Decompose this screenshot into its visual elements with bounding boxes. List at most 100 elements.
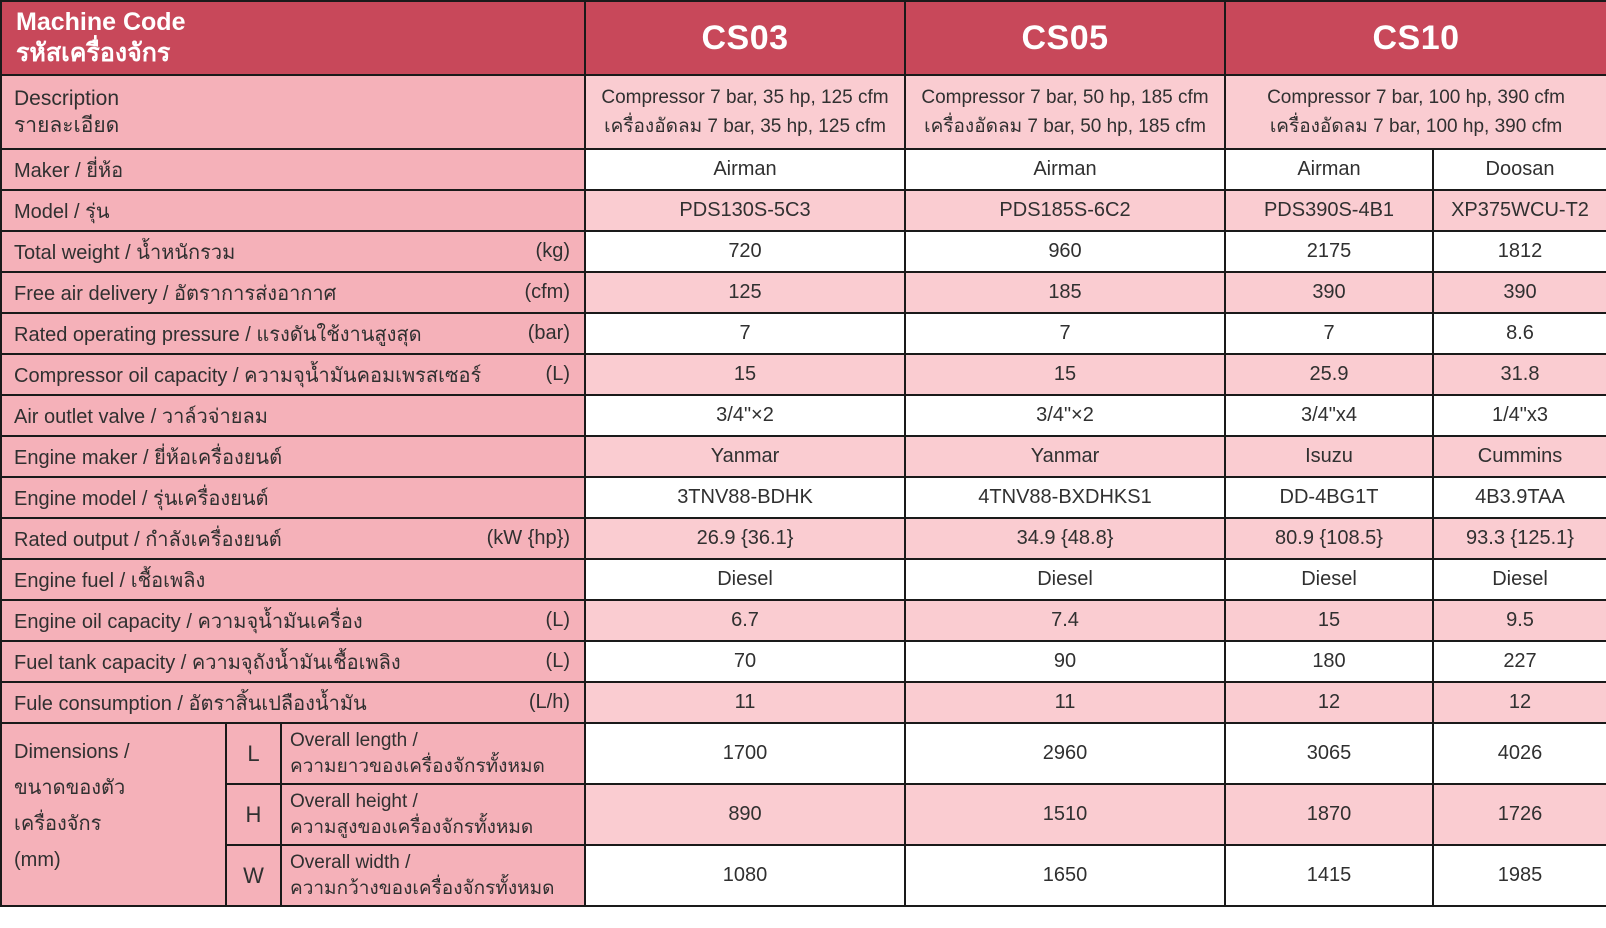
row-label: Maker / ยี่ห้อ [14,159,124,182]
value-cell: 26.9 {36.1} [584,517,906,560]
value-cell: 15 [904,353,1226,396]
table-row-free-air-delivery: Free air delivery / อัตราการส่งอากาศ (cfm… [0,271,1606,314]
value-cell: 6.7 [584,599,906,642]
value-cell: 185 [904,271,1226,314]
value-cell: 31.8 [1432,353,1606,396]
value-cell: 11 [584,681,906,724]
dimension-letter: W [225,844,282,907]
row-unit: (kW {hp}) [486,527,570,549]
value-cell: 93.3 {125.1} [1432,517,1606,560]
row-label-cell: Model / รุ่น [0,189,586,232]
value-cell: DD-4BG1T [1224,476,1434,519]
value-cell: 2960 [904,722,1226,785]
value-cell: 390 [1224,271,1434,314]
row-label-cell: Rated output / กำลังเครื่องยนต์ (kW {hp}) [0,517,586,560]
row-label: Rated operating pressure / แรงดันใช้งานส… [14,323,422,346]
table-row-fuel-tank: Fuel tank capacity / ความจุถังน้ำมันเชื้… [0,640,1606,683]
value-cell: Yanmar [904,435,1226,478]
value-cell: Airman [584,148,906,191]
value-cell: 25.9 [1224,353,1434,396]
machine-code-label-en: Machine Code [16,7,186,36]
value-cell: 125 [584,271,906,314]
description-label-cell: Description รายละเอียด [0,74,586,150]
value-cell: 960 [904,230,1226,273]
machine-code-header: Machine Code รหัสเครื่องจักร [0,0,586,76]
value-cell: 90 [904,640,1226,683]
row-unit: (L) [545,609,570,631]
row-unit: (cfm) [524,281,570,303]
row-label-cell: Maker / ยี่ห้อ [0,148,586,191]
row-label: Compressor oil capacity / ความจุน้ำมันคอ… [14,364,482,387]
value-cell: 890 [584,783,906,846]
row-unit: (L/h) [528,691,570,713]
row-label-cell: Free air delivery / อัตราการส่งอากาศ (cfm… [0,271,586,314]
table-row-engine-fuel: Engine fuel / เชื้อเพลิง Diesel Diesel D… [0,558,1606,601]
row-label-cell: Fule consumption / อัตราสิ้นเปลืองน้ำมัน… [0,681,586,724]
value-cell: 4B3.9TAA [1432,476,1606,519]
row-unit: (bar) [527,322,570,344]
table-row-dimension-width: W Overall width / ความกว้างของเครื่องจัก… [1,844,1606,907]
dimension-description: Overall width / ความกว้างของเครื่องจักรท… [280,844,586,907]
value-cell: 1080 [584,844,906,907]
row-label: Engine fuel / เชื้อเพลิง [14,569,206,592]
row-label: Free air delivery / อัตราการส่งอากาศ [14,282,337,305]
table-row-model: Model / รุ่น PDS130S-5C3 PDS185S-6C2 PDS… [0,189,1606,232]
table-row-dimension-length: Dimensions / ขนาดของตัว เครื่องจักร (mm)… [0,722,1606,907]
value-cell: PDS185S-6C2 [904,189,1226,232]
value-cell: 7 [1224,312,1434,355]
value-cell: 70 [584,640,906,683]
row-label-cell: Rated operating pressure / แรงดันใช้งานส… [0,312,586,355]
value-cell: 1415 [1224,844,1434,907]
description-label-th: รายละเอียด [14,114,120,137]
row-label: Fule consumption / อัตราสิ้นเปลืองน้ำมัน [14,692,367,715]
row-label: Engine maker / ยี่ห้อเครื่องยนต์ [14,446,283,469]
value-cell: Diesel [584,558,906,601]
table-row-engine-oil: Engine oil capacity / ความจุน้ำมันเครื่อ… [0,599,1606,642]
dimension-description: Overall length / ความยาวของเครื่องจักรทั… [280,722,586,785]
value-cell: Yanmar [584,435,906,478]
row-label: Rated output / กำลังเครื่องยนต์ [14,528,282,551]
value-cell: 3TNV88-BDHK [584,476,906,519]
row-label: Total weight / น้ำหนักรวม [14,241,236,264]
table-row-engine-maker: Engine maker / ยี่ห้อเครื่องยนต์ Yanmar … [0,435,1606,478]
row-label-cell: Total weight / น้ำหนักรวม (kg) [0,230,586,273]
description-cs05: Compressor 7 bar, 50 hp, 185 cfm เครื่อง… [904,74,1226,150]
value-cell: 390 [1432,271,1606,314]
value-cell: Doosan [1432,148,1606,191]
table-row-maker: Maker / ยี่ห้อ Airman Airman Airman Doos… [0,148,1606,191]
dimensions-label-cell: Dimensions / ขนาดของตัว เครื่องจักร (mm) [0,722,227,907]
row-label-cell: Engine maker / ยี่ห้อเครื่องยนต์ [0,435,586,478]
row-unit: (L) [545,363,570,385]
row-label: Fuel tank capacity / ความจุถังน้ำมันเชื้… [14,651,401,674]
value-cell: 7 [904,312,1226,355]
description-cs03: Compressor 7 bar, 35 hp, 125 cfm เครื่อง… [584,74,906,150]
row-label: Engine oil capacity / ความจุน้ำมันเครื่อ… [14,610,363,633]
value-cell: Cummins [1432,435,1606,478]
value-cell: 8.6 [1432,312,1606,355]
value-cell: 3065 [1224,722,1434,785]
value-cell: 3/4"×2 [904,394,1226,437]
value-cell: 4026 [1432,722,1606,785]
description-label-en: Description [14,86,120,110]
row-label-cell: Fuel tank capacity / ความจุถังน้ำมันเชื้… [0,640,586,683]
row-label: Engine model / รุ่นเครื่องยนต์ [14,487,269,510]
row-label-cell: Engine oil capacity / ความจุน้ำมันเครื่อ… [0,599,586,642]
value-cell: PDS390S-4B1 [1224,189,1434,232]
value-cell: 1726 [1432,783,1606,846]
value-cell: 720 [584,230,906,273]
table-row-engine-model: Engine model / รุ่นเครื่องยนต์ 3TNV88-BD… [0,476,1606,519]
value-cell: 1/4"x3 [1432,394,1606,437]
dimension-letter: L [225,722,282,785]
table-row-fuel-consumption: Fule consumption / อัตราสิ้นเปลืองน้ำมัน… [0,681,1606,724]
value-cell: 12 [1224,681,1434,724]
value-cell: Diesel [1224,558,1434,601]
value-cell: Diesel [904,558,1226,601]
value-cell: 1510 [904,783,1226,846]
value-cell: 1985 [1432,844,1606,907]
row-unit: (kg) [535,240,570,262]
table-row-compressor-oil: Compressor oil capacity / ความจุน้ำมันคอ… [0,353,1606,396]
value-cell: 80.9 {108.5} [1224,517,1434,560]
value-cell: 180 [1224,640,1434,683]
value-cell: Diesel [1432,558,1606,601]
value-cell: 1700 [584,722,906,785]
